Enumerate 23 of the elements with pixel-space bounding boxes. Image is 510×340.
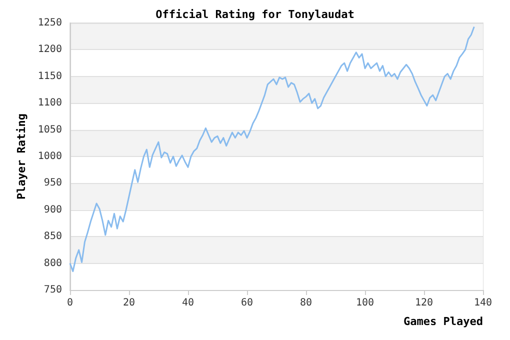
x-tick-label: 80 [300,298,312,308]
x-tick-label: 40 [182,298,194,308]
x-axis-title: Games Played [404,315,483,328]
x-tick-label: 120 [414,298,434,308]
x-tick-label: 100 [356,298,374,308]
x-tick-label: 60 [240,298,254,308]
y-tick-label: 950 [44,178,62,189]
x-tick-label: 20 [122,298,136,308]
y-tick-label: 1000 [38,151,62,162]
y-tick-label: 1150 [38,70,62,82]
x-tick-label: 140 [474,298,492,308]
y-axis-title: Player Rating [15,113,28,200]
y-tick-label: 850 [44,231,62,242]
chart-title: Official Rating for Tonylaudat [156,8,354,21]
y-tick-label: 1050 [38,124,62,136]
y-tick-label: 1250 [38,18,62,28]
y-tick-label: 900 [44,204,62,216]
y-tick-label: 1100 [38,98,62,109]
y-tick-label: 750 [44,284,62,296]
x-tick-label: 0 [66,298,73,308]
y-tick-label: 800 [44,258,62,269]
y-tick-label: 1200 [38,44,62,56]
line-series [69,26,475,272]
